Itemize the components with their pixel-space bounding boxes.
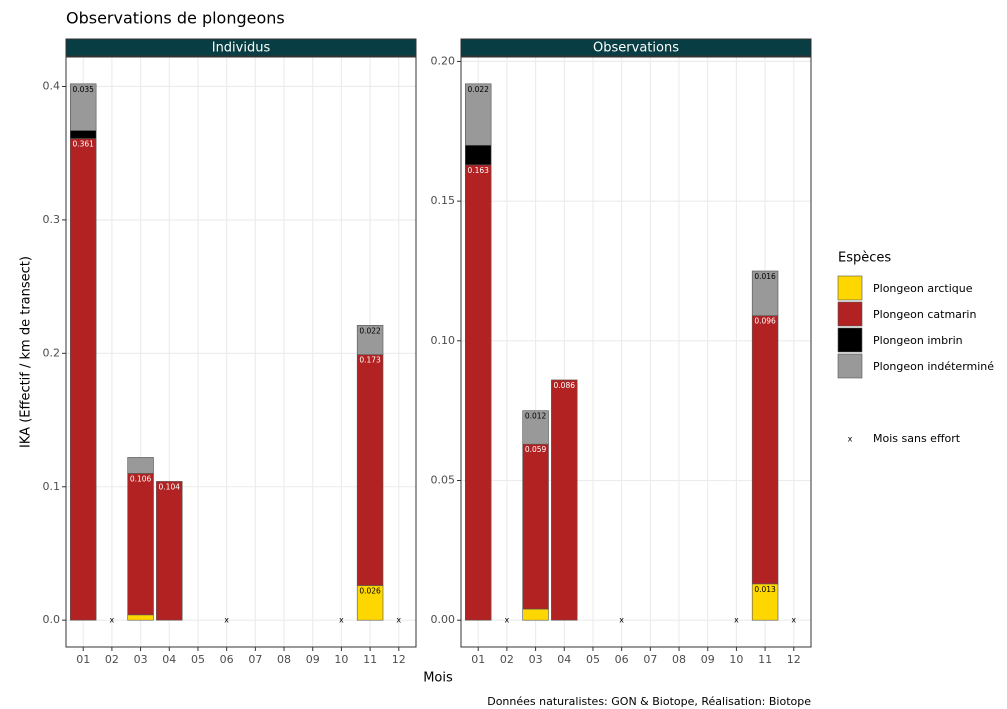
legend-label: Plongeon imbrin (873, 334, 963, 347)
no-effort-marker: x (791, 616, 796, 625)
value-label: 0.361 (72, 140, 94, 149)
legend-label: Plongeon arctique (873, 282, 973, 295)
x-tick-label: 07 (643, 653, 657, 666)
strip-label: Observations (593, 41, 679, 56)
x-tick-label: 11 (363, 653, 377, 666)
y-tick-label: 0.05 (431, 474, 456, 487)
panel-border (65, 56, 417, 648)
strip (65, 38, 417, 57)
panel-border (460, 56, 812, 648)
bar-segment (465, 164, 492, 621)
bar-segment (522, 410, 549, 445)
legend-key (837, 275, 863, 301)
bar-segment (356, 585, 384, 621)
value-label: 0.026 (359, 586, 381, 595)
x-tick-label: 07 (248, 653, 262, 666)
x-tick-label: 08 (277, 653, 291, 666)
no-effort-marker: x (224, 616, 229, 625)
legend-key (837, 353, 863, 379)
strip (460, 38, 812, 57)
x-tick-label: 04 (162, 653, 176, 666)
value-label: 0.086 (554, 381, 576, 390)
bar-segment (465, 144, 492, 166)
x-tick-label: 10 (729, 653, 743, 666)
y-tick-label: 0.2 (43, 346, 61, 359)
legend-label: Plongeon indéterminé (873, 360, 994, 373)
y-tick-label: 0.1 (43, 480, 61, 493)
bar-segment (356, 354, 384, 586)
bar-segment (127, 614, 154, 621)
y-tick-label: 0.3 (43, 213, 61, 226)
legend-marker: x (848, 435, 853, 444)
x-tick-label: 12 (787, 653, 801, 666)
x-tick-label: 10 (334, 653, 348, 666)
legend-key (837, 327, 863, 353)
x-tick-label: 09 (701, 653, 715, 666)
x-tick-label: 08 (672, 653, 686, 666)
x-tick-label: 12 (392, 653, 406, 666)
bar-segment (70, 138, 97, 621)
value-label: 0.106 (130, 474, 152, 483)
y-tick-label: 0.20 (431, 54, 456, 67)
bar-segment (522, 443, 549, 610)
value-label: 0.104 (159, 482, 181, 491)
bar-segment (465, 83, 492, 146)
chart-title: Observations de plongeons (66, 9, 285, 28)
no-effort-marker: x (505, 616, 510, 625)
no-effort-marker: x (339, 616, 344, 625)
caption: Données naturalistes: GON & Biotope, Réa… (487, 695, 811, 708)
legend-label: Mois sans effort (873, 432, 961, 445)
no-effort-marker: x (110, 616, 115, 625)
value-label: 0.022 (359, 326, 381, 335)
x-tick-label: 09 (306, 653, 320, 666)
x-axis-label: Mois (423, 671, 453, 686)
bar-segment (127, 473, 154, 616)
bar-segment (551, 379, 578, 621)
value-label: 0.173 (359, 356, 381, 365)
value-label: 0.035 (72, 85, 94, 94)
x-tick-label: 11 (758, 653, 772, 666)
no-effort-marker: x (619, 616, 624, 625)
value-label: 0.163 (467, 166, 489, 175)
x-tick-label: 01 (471, 653, 485, 666)
bar-segment (356, 325, 384, 355)
value-label: 0.012 (525, 412, 547, 421)
x-tick-label: 02 (500, 653, 514, 666)
bar-segment (70, 130, 97, 139)
bar-segment (127, 457, 154, 474)
bar-segment (751, 270, 779, 316)
legend-key (837, 301, 863, 327)
y-tick-label: 0.15 (431, 194, 456, 207)
x-tick-label: 06 (220, 653, 234, 666)
x-tick-label: 02 (105, 653, 119, 666)
legend-label: Plongeon catmarin (873, 308, 976, 321)
no-effort-marker: x (734, 616, 739, 625)
bar-segment (751, 583, 779, 621)
x-tick-label: 03 (134, 653, 148, 666)
strip-label: Individus (212, 41, 271, 56)
y-axis-label: IKA (Effectif / km de transect) (19, 256, 34, 448)
x-tick-label: 03 (529, 653, 543, 666)
x-tick-label: 04 (557, 653, 571, 666)
y-tick-label: 0.00 (431, 613, 456, 626)
y-tick-label: 0.10 (431, 334, 456, 347)
x-tick-label: 05 (191, 653, 205, 666)
value-label: 0.016 (754, 272, 776, 281)
value-label: 0.096 (754, 317, 776, 326)
y-tick-label: 0.0 (43, 613, 61, 626)
value-label: 0.013 (754, 585, 776, 594)
bar-segment (156, 481, 183, 621)
x-tick-label: 05 (586, 653, 600, 666)
value-label: 0.059 (525, 445, 547, 454)
bar-segment (70, 83, 97, 131)
bar-segment (751, 315, 779, 585)
value-label: 0.022 (467, 85, 489, 94)
x-tick-label: 06 (615, 653, 629, 666)
legend-title: Espèces (838, 251, 891, 266)
y-tick-label: 0.4 (43, 79, 61, 92)
x-tick-label: 01 (76, 653, 90, 666)
no-effort-marker: x (396, 616, 401, 625)
bar-segment (522, 608, 549, 621)
